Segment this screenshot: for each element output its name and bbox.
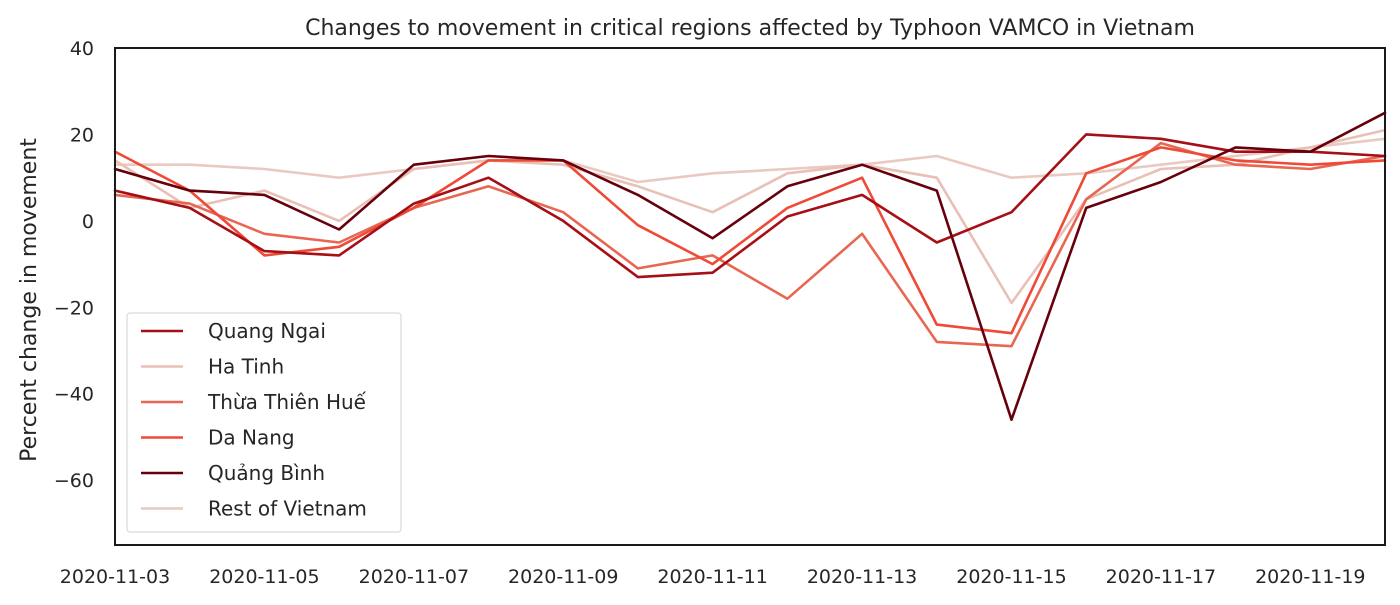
- y-tick-label: 20: [70, 124, 94, 146]
- legend-label: Ha Tinh: [208, 355, 284, 379]
- x-tick-label: 2020-11-05: [209, 566, 319, 588]
- legend: Quang Ngai Ha Tinh Thừa Thiên Huế Da Nang Qu…: [126, 312, 402, 533]
- x-tick-label: 2020-11-09: [508, 566, 618, 588]
- y-tick-label: 40: [70, 38, 94, 60]
- chart-title: Changes to movement in critical regions …: [305, 16, 1195, 41]
- series-lines: [113, 111, 1387, 422]
- legend-label: Quảng Bình: [208, 461, 325, 485]
- x-tick-label: 2020-11-15: [956, 566, 1066, 588]
- y-tick-label: −60: [54, 470, 94, 492]
- y-tick-label: −40: [54, 384, 94, 406]
- series-line-3: [113, 146, 1387, 335]
- y-tick-label: −20: [54, 297, 94, 319]
- x-axis-ticks: 2020-11-03 2020-11-05 2020-11-07 2020-11-09…: [60, 566, 1366, 588]
- series-line-0: [113, 133, 1387, 279]
- legend-label: Rest of Vietnam: [208, 497, 367, 521]
- series-line-1: [113, 128, 1387, 305]
- y-axis-ticks: 40 20 0 −20 −40 −60: [54, 38, 94, 492]
- x-tick-label: 2020-11-07: [359, 566, 469, 588]
- series-line-5: [113, 137, 1387, 184]
- x-tick-label: 2020-11-19: [1255, 566, 1365, 588]
- series-line-4: [113, 111, 1387, 422]
- y-axis-label: Percent change in movement: [17, 138, 42, 462]
- legend-label: Thừa Thiên Huế: [207, 390, 367, 414]
- x-tick-label: 2020-11-11: [657, 566, 767, 588]
- x-tick-label: 2020-11-03: [60, 566, 170, 588]
- x-tick-label: 2020-11-13: [807, 566, 917, 588]
- legend-label: Da Nang: [208, 426, 295, 450]
- legend-label: Quang Ngai: [208, 319, 326, 343]
- x-tick-label: 2020-11-17: [1106, 566, 1216, 588]
- y-tick-label: 0: [82, 211, 94, 233]
- series-line-2: [113, 141, 1387, 348]
- plot-frame: [114, 47, 1386, 546]
- legend-box: [126, 312, 402, 533]
